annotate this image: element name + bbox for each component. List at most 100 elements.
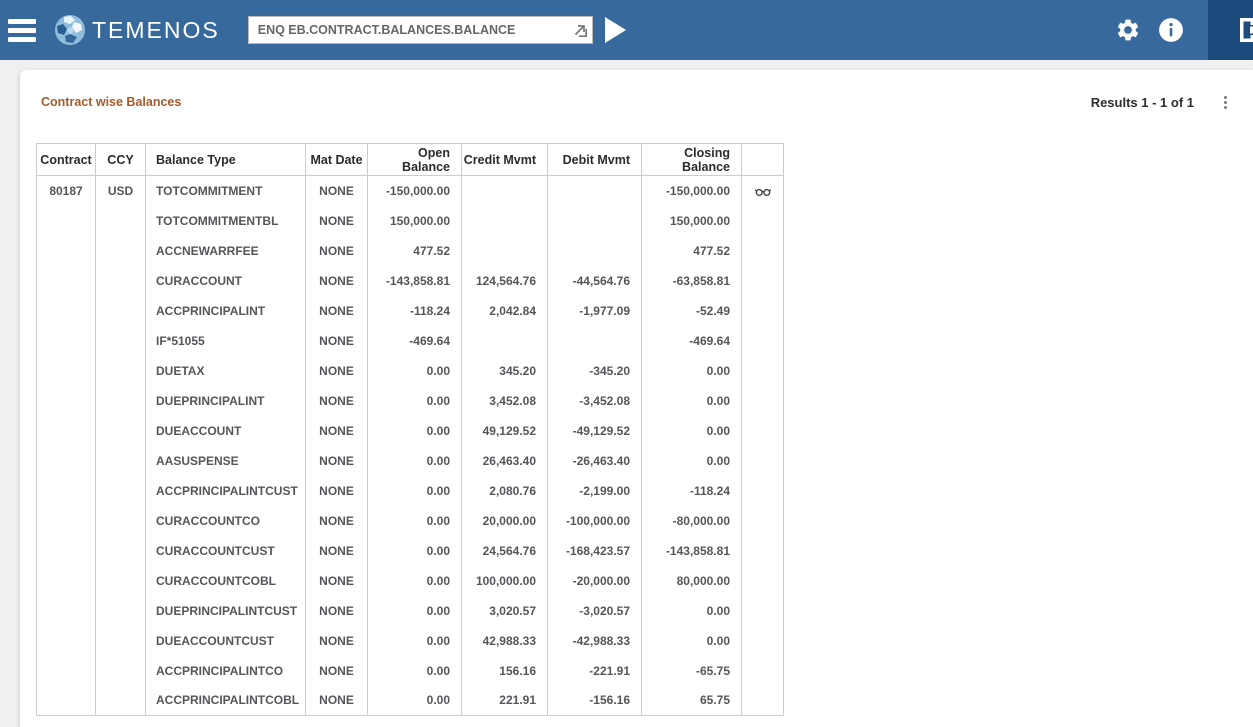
cell-closing-balance: 477.52 [641, 235, 742, 266]
cell-contract [36, 445, 96, 476]
cell-open-balance: 0.00 [367, 445, 462, 476]
table-row[interactable]: ACCPRINCIPALINTCUST NONE 0.00 2,080.76 -2,19… [36, 475, 784, 506]
cell-debit-mvmt [547, 175, 642, 206]
cell-actions-empty [741, 565, 784, 596]
cell-debit-mvmt: -2,199.00 [547, 475, 642, 506]
table-row[interactable]: DUETAX NONE 0.00 345.20 -345.20 0.00 [36, 355, 784, 386]
table-row[interactable]: ACCPRINCIPALINTCO NONE 0.00 156.16 -221.91 -6… [36, 655, 784, 686]
cell-contract [36, 475, 96, 506]
cell-actions-empty [741, 505, 784, 536]
table-row[interactable]: AASUSPENSE NONE 0.00 26,463.40 -26,463.40 0.0… [36, 445, 784, 476]
table-header-row: Contract CCY Balance Type Mat Date Open Bala… [36, 143, 784, 176]
cell-closing-balance: -118.24 [641, 475, 742, 506]
column-header-credit-mvmt: Credit Mvmt [461, 143, 548, 176]
cell-contract [36, 655, 96, 686]
cell-actions-empty [741, 655, 784, 686]
brand-name: TEMENOS [92, 16, 220, 43]
cell-credit-mvmt: 100,000.00 [461, 565, 548, 596]
logout-icon[interactable] [1236, 15, 1253, 45]
page-title: Contract wise Balances [41, 95, 182, 109]
table-header: Contract CCY Balance Type Mat Date Open Bala… [36, 143, 784, 176]
cell-contract [36, 565, 96, 596]
cell-actions-empty [741, 535, 784, 566]
cell-open-balance: -469.64 [367, 325, 462, 356]
table-row[interactable]: ACCPRINCIPALINT NONE -118.24 2,042.84 -1,977… [36, 295, 784, 326]
run-play-icon[interactable] [604, 17, 626, 43]
cell-contract [36, 385, 96, 416]
kebab-menu-icon[interactable] [1219, 93, 1231, 111]
cell-ccy [95, 355, 146, 386]
cell-open-balance: 0.00 [367, 505, 462, 536]
cell-mat-date: NONE [305, 445, 368, 476]
cell-ccy [95, 685, 146, 716]
cell-debit-mvmt: -168,423.57 [547, 535, 642, 566]
cell-debit-mvmt [547, 325, 642, 356]
cell-closing-balance: -52.49 [641, 295, 742, 326]
cell-credit-mvmt: 345.20 [461, 355, 548, 386]
cell-debit-mvmt: -49,129.52 [547, 415, 642, 446]
cell-credit-mvmt: 26,463.40 [461, 445, 548, 476]
cell-mat-date: NONE [305, 625, 368, 656]
cell-closing-balance: 0.00 [641, 595, 742, 626]
hamburger-menu-icon[interactable] [8, 18, 36, 42]
cell-debit-mvmt: -26,463.40 [547, 445, 642, 476]
cell-balance-type: ACCPRINCIPALINTCUST [145, 475, 306, 506]
table-row[interactable]: TOTCOMMITMENTBL NONE 150,000.00 150,000.00 [36, 205, 784, 236]
cell-closing-balance: -63,858.81 [641, 265, 742, 296]
table-row[interactable]: ACCNEWARRFEE NONE 477.52 477.52 [36, 235, 784, 266]
table-row[interactable]: 80187 USD TOTCOMMITMENT NONE -150,000.00 -150… [36, 175, 784, 206]
cell-closing-balance: -143,858.81 [641, 535, 742, 566]
launch-command-icon[interactable] [572, 22, 588, 38]
cell-mat-date: NONE [305, 655, 368, 686]
cell-open-balance: 0.00 [367, 625, 462, 656]
cell-actions-empty [741, 625, 784, 656]
table-row[interactable]: DUEPRINCIPALINT NONE 0.00 3,452.08 -3,452.08… [36, 385, 784, 416]
cell-closing-balance: 80,000.00 [641, 565, 742, 596]
cell-credit-mvmt [461, 175, 548, 206]
cell-balance-type: DUEPRINCIPALINTCUST [145, 595, 306, 626]
cell-mat-date: NONE [305, 235, 368, 266]
cell-closing-balance: 150,000.00 [641, 205, 742, 236]
table-row[interactable]: CURACCOUNTCO NONE 0.00 20,000.00 -100,000.00… [36, 505, 784, 536]
cell-credit-mvmt: 24,564.76 [461, 535, 548, 566]
cell-open-balance: 0.00 [367, 655, 462, 686]
column-header-ccy: CCY [95, 143, 146, 176]
cell-credit-mvmt [461, 205, 548, 236]
command-input[interactable] [247, 16, 593, 44]
gear-icon[interactable] [1115, 17, 1141, 43]
table-row[interactable]: CURACCOUNTCUST NONE 0.00 24,564.76 -168,423.… [36, 535, 784, 566]
cell-credit-mvmt: 20,000.00 [461, 505, 548, 536]
cell-contract [36, 265, 96, 296]
cell-actions-empty [741, 205, 784, 236]
column-header-debit-mvmt: Debit Mvmt [547, 143, 642, 176]
cell-debit-mvmt [547, 205, 642, 236]
cell-balance-type: AASUSPENSE [145, 445, 306, 476]
cell-balance-type: CURACCOUNT [145, 265, 306, 296]
view-details-glasses-icon[interactable] [741, 175, 784, 206]
cell-mat-date: NONE [305, 295, 368, 326]
cell-balance-type: CURACCOUNTCUST [145, 535, 306, 566]
info-icon[interactable] [1158, 17, 1184, 43]
cell-credit-mvmt [461, 235, 548, 266]
table-row[interactable]: IF*51055 NONE -469.64 -469.64 [36, 325, 784, 356]
cell-balance-type: DUEPRINCIPALINT [145, 385, 306, 416]
cell-closing-balance: -469.64 [641, 325, 742, 356]
cell-debit-mvmt: -100,000.00 [547, 505, 642, 536]
cell-contract [36, 595, 96, 626]
cell-mat-date: NONE [305, 475, 368, 506]
cell-contract [36, 415, 96, 446]
cell-contract [36, 295, 96, 326]
table-row[interactable]: DUEACCOUNTCUST NONE 0.00 42,988.33 -42,988.3… [36, 625, 784, 656]
cell-balance-type: TOTCOMMITMENTBL [145, 205, 306, 236]
table-row[interactable]: DUEACCOUNT NONE 0.00 49,129.52 -49,129.52 0.0… [36, 415, 784, 446]
cell-closing-balance: -65.75 [641, 655, 742, 686]
cell-ccy [95, 415, 146, 446]
logout-panel[interactable] [1208, 0, 1253, 60]
table-row[interactable]: CURACCOUNT NONE -143,858.81 124,564.76 -44,5… [36, 265, 784, 296]
cell-ccy [95, 205, 146, 236]
table-row[interactable]: ACCPRINCIPALINTCOBL NONE 0.00 221.91 -156.16… [36, 685, 784, 716]
table-row[interactable]: CURACCOUNTCOBL NONE 0.00 100,000.00 -20,000.… [36, 565, 784, 596]
table-row[interactable]: DUEPRINCIPALINTCUST NONE 0.00 3,020.57 -3,02… [36, 595, 784, 626]
balances-table: Contract CCY Balance Type Mat Date Open Bala… [36, 143, 784, 716]
cell-credit-mvmt: 124,564.76 [461, 265, 548, 296]
